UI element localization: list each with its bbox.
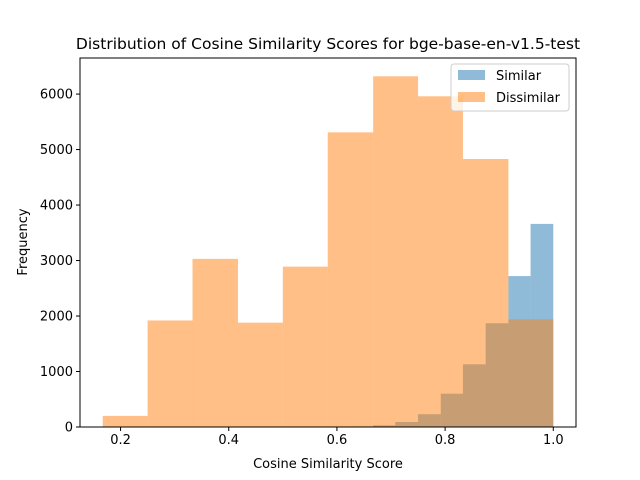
axes-frame — [79, 57, 577, 428]
y-tick-label: 2000 — [40, 310, 73, 325]
legend-label-dissimilar: Dissimilar — [496, 91, 561, 106]
y-axis-ticks: 0 1000 2000 3000 4000 5000 6000 — [40, 88, 80, 436]
y-tick-label: 4000 — [40, 199, 73, 214]
bar-dissimilar-8 — [462, 158, 509, 427]
legend-swatch-similar — [458, 70, 485, 80]
x-axis-label: Cosine Similarity Score — [253, 457, 403, 472]
legend: Similar Dissimilar — [450, 63, 570, 112]
y-axis-label: Frequency — [16, 208, 31, 275]
bar-dissimilar-9 — [508, 319, 554, 427]
x-tick-label: 0.2 — [110, 433, 131, 448]
chart-title: Distribution of Cosine Similarity Scores… — [76, 35, 580, 53]
bars-layer — [102, 76, 554, 427]
y-tick-label: 3000 — [40, 254, 73, 269]
x-tick-label: 1.0 — [543, 433, 564, 448]
bar-dissimilar-2 — [192, 258, 238, 427]
legend-label-similar: Similar — [496, 69, 542, 84]
y-tick-label: 5000 — [40, 143, 73, 158]
y-tick-label: 0 — [65, 421, 73, 436]
bar-dissimilar-4 — [282, 266, 328, 427]
x-axis-ticks: 0.2 0.4 0.6 0.8 1.0 — [110, 427, 564, 448]
bar-dissimilar-1 — [147, 320, 193, 427]
bar-dissimilar-5 — [327, 132, 374, 427]
x-tick-label: 0.8 — [435, 433, 456, 448]
y-tick-label: 1000 — [40, 365, 73, 380]
x-tick-label: 0.6 — [327, 433, 348, 448]
bar-dissimilar-0 — [102, 415, 148, 427]
bar-dissimilar-6 — [373, 76, 419, 427]
y-tick-label: 6000 — [40, 88, 73, 103]
bar-dissimilar-3 — [237, 322, 283, 427]
x-tick-label: 0.4 — [218, 433, 239, 448]
legend-swatch-dissimilar — [458, 92, 485, 102]
bar-dissimilar-7 — [418, 96, 463, 427]
